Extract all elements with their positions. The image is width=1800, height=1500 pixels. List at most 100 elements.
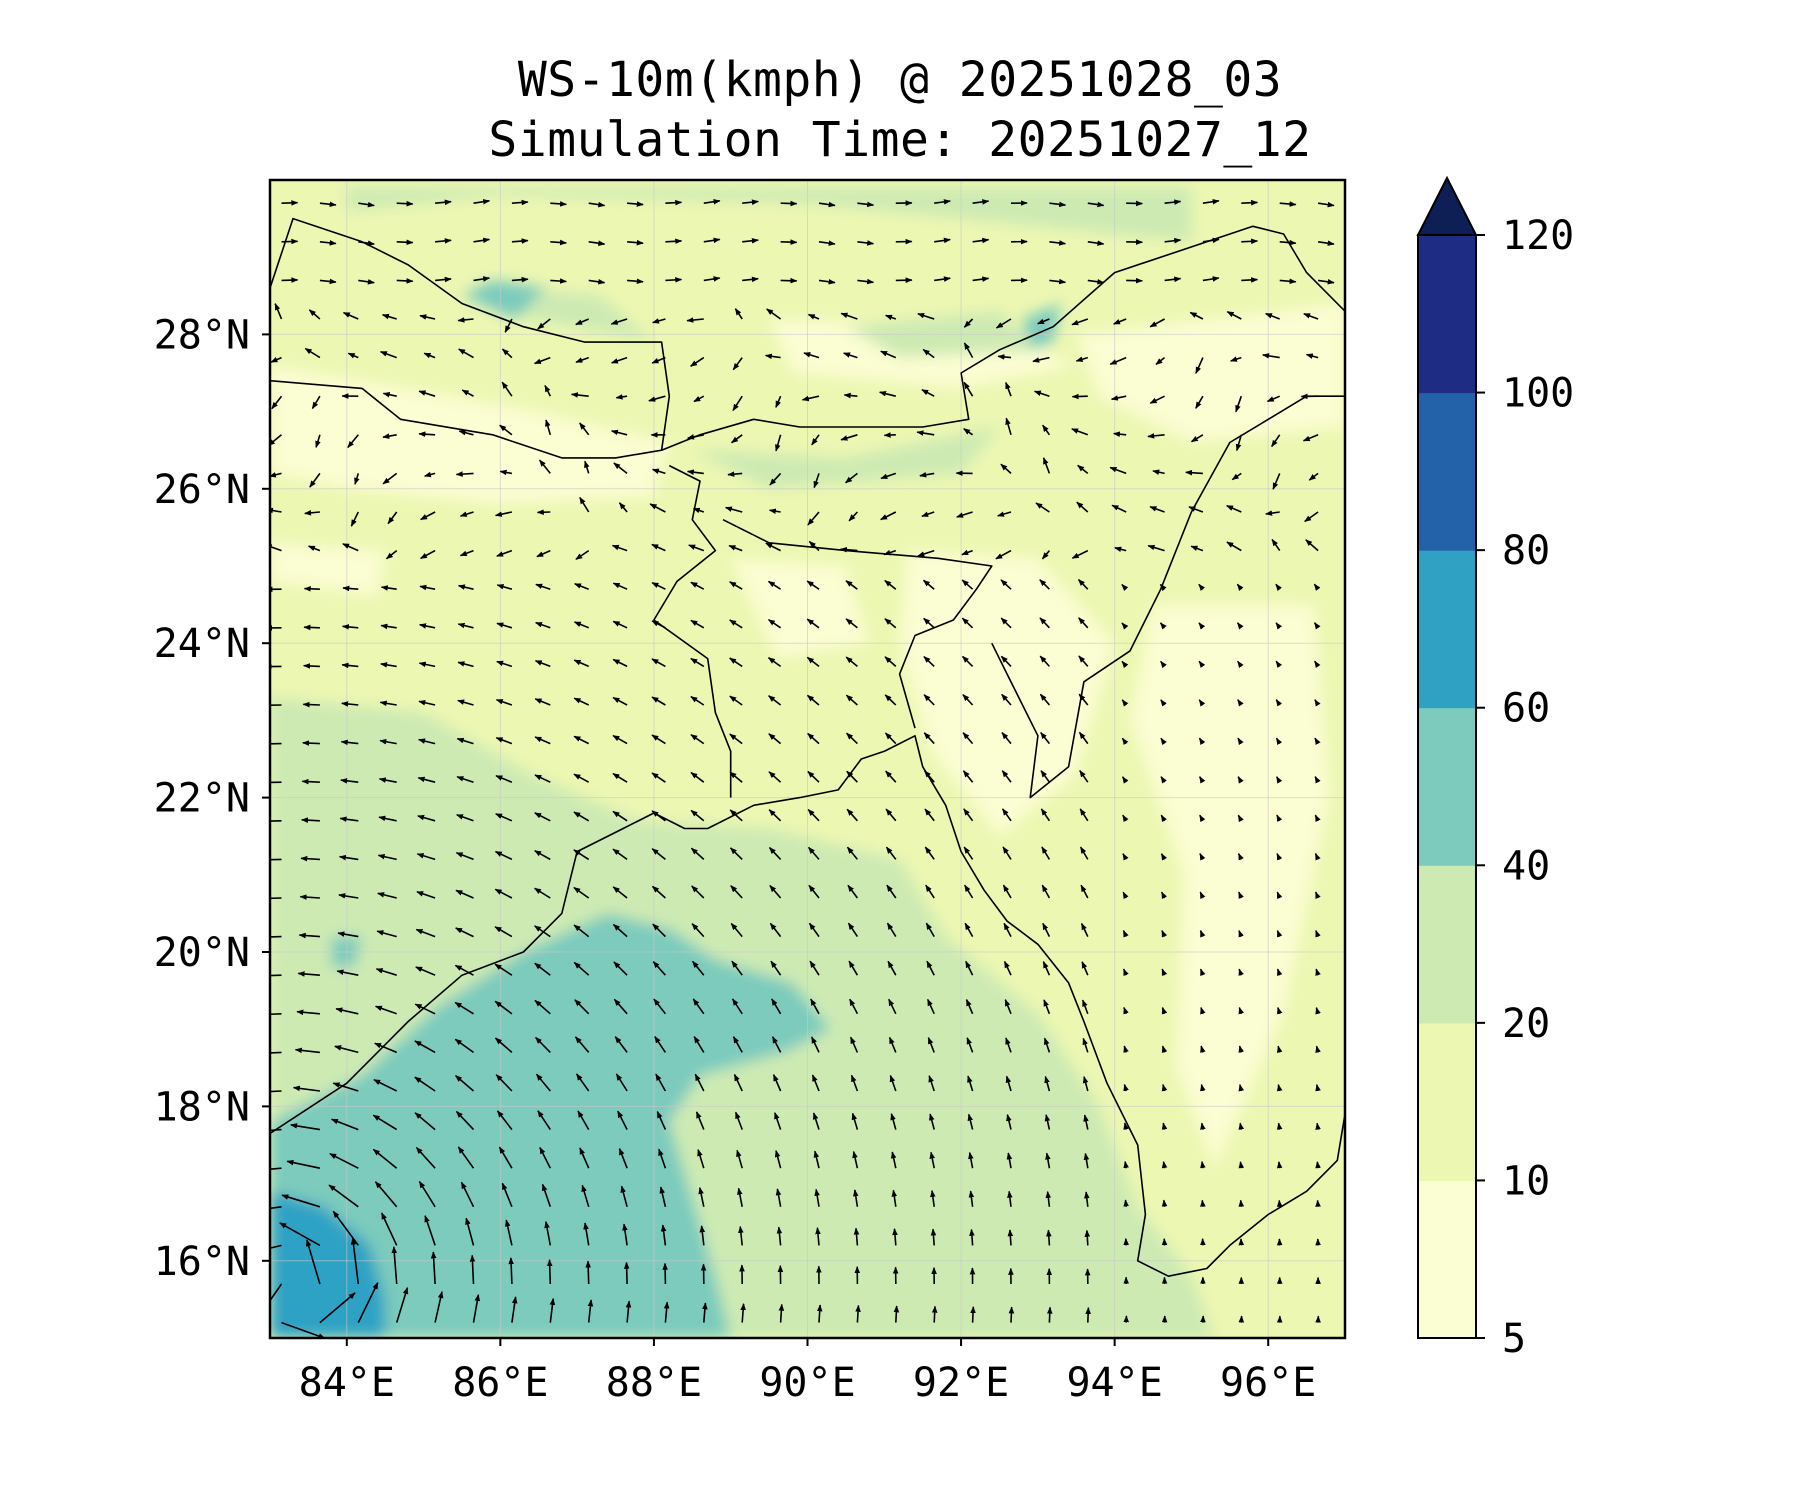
wind-vector-arrow <box>332 1210 359 1246</box>
wind-vector-arrow <box>270 356 282 363</box>
wind-vector-arrow <box>588 279 606 285</box>
colorbar-segment <box>1418 1022 1476 1181</box>
wind-vector-arrow <box>1040 731 1051 745</box>
wind-vector-arrow <box>690 771 705 783</box>
wind-vector-arrow <box>375 968 397 976</box>
wind-vector-arrow <box>579 422 590 436</box>
wind-vector-arrow <box>769 472 782 486</box>
wind-vector-arrow <box>806 694 820 706</box>
wind-vector-arrow <box>579 1147 590 1169</box>
wind-vector-arrow <box>1202 276 1220 282</box>
wind-vector-arrow <box>690 695 705 706</box>
lat-tick-label: 26°N <box>154 467 250 513</box>
wind-vector-arrow <box>732 395 743 412</box>
wind-vector-arrow <box>843 392 858 399</box>
wind-vector-arrow <box>423 352 436 359</box>
wind-vector-arrow <box>270 1167 282 1171</box>
wind-vector-arrow <box>612 696 628 706</box>
wind-vector-arrow <box>414 1003 436 1015</box>
wind-vector-arrow <box>1002 846 1012 860</box>
wind-vector-arrow <box>458 429 474 436</box>
lon-tick-label: 90°E <box>759 1360 855 1406</box>
wind-vector-arrow <box>1035 502 1050 513</box>
wind-vector-arrow <box>659 1186 667 1207</box>
wind-vector-arrow <box>1161 1045 1168 1053</box>
wind-vector-arrow <box>1302 434 1319 442</box>
wind-vector-arrow <box>1237 699 1244 707</box>
wind-vector-arrow <box>922 348 935 359</box>
wind-vector-arrow <box>281 1321 326 1338</box>
wind-vector-arrow <box>686 469 704 475</box>
wind-vector-arrow <box>1121 583 1129 592</box>
wind-vector-arrow <box>1042 457 1051 474</box>
wind-vector-arrow <box>886 884 897 899</box>
wind-vector-arrow <box>1079 846 1089 860</box>
wind-vector-arrow <box>691 960 705 976</box>
wind-vector-arrow <box>1238 1084 1245 1092</box>
wind-vector-arrow <box>1262 353 1280 359</box>
wind-vector-arrow <box>298 932 320 939</box>
wind-vector-arrow <box>1043 999 1051 1015</box>
wind-vector-arrow <box>928 1113 935 1130</box>
lon-tick-label: 84°E <box>299 1360 395 1406</box>
wind-vector-arrow <box>338 854 359 861</box>
wind-vector-arrow <box>534 698 551 706</box>
wind-vector-arrow <box>1226 504 1242 513</box>
wind-vector-arrow <box>880 472 897 480</box>
wind-vector-arrow <box>851 1112 859 1130</box>
wind-vector-arrow <box>648 395 666 402</box>
wind-vector-arrow <box>378 777 397 783</box>
wind-vector-arrow <box>1046 1306 1053 1323</box>
wind-vector-arrow <box>1276 1045 1283 1053</box>
wind-vector-arrow <box>962 694 974 706</box>
wind-vector-arrow <box>612 886 628 899</box>
wind-vector-arrow <box>857 240 875 246</box>
wind-vector-arrow <box>1113 431 1127 437</box>
wind-vector-arrow <box>768 809 782 822</box>
wind-vector-arrow <box>808 922 820 938</box>
wind-vector-arrow <box>1040 808 1051 822</box>
wind-vector-arrow <box>550 201 567 207</box>
wind-vector-arrow <box>374 1042 398 1054</box>
wind-vector-arrow <box>270 1206 282 1210</box>
wind-vector-arrow <box>1039 693 1051 706</box>
wind-vector-arrow <box>926 998 935 1015</box>
wind-vector-arrow <box>997 354 1012 360</box>
wind-vector-arrow <box>768 508 781 514</box>
wind-vector-arrow <box>921 388 935 397</box>
wind-vector-arrow <box>302 701 320 708</box>
band-20-40 <box>346 187 1192 242</box>
wind-vector-arrow <box>1275 583 1282 591</box>
wind-vector-arrow <box>845 656 858 668</box>
wind-vector-arrow <box>340 739 359 746</box>
wind-vector-arrow <box>1271 538 1281 552</box>
wind-vector-arrow <box>765 542 781 552</box>
wind-vector-arrow <box>579 496 590 513</box>
wind-vector-arrow <box>1236 622 1244 630</box>
wind-vector-arrow <box>1276 968 1283 976</box>
wind-vector-arrow <box>418 738 436 745</box>
wind-vector-arrow <box>889 1074 897 1092</box>
wind-vector-arrow <box>1085 1307 1091 1323</box>
colorbar-frame <box>1417 234 1477 1339</box>
wind-vector-arrow <box>358 240 375 246</box>
wind-vector-arrow <box>494 511 513 517</box>
wind-vector-arrow <box>956 511 973 518</box>
wind-vector-arrow <box>886 922 897 938</box>
wind-vector-arrow <box>1121 776 1129 784</box>
wind-vector-arrow <box>769 884 782 899</box>
wind-vector-arrow <box>457 317 474 323</box>
wind-vector-arrow <box>780 277 798 284</box>
wind-vector-arrow <box>270 1051 282 1054</box>
wind-vector-arrow <box>573 659 590 668</box>
wind-vector-arrow <box>1122 968 1129 976</box>
wind-vector-arrow <box>1081 961 1089 976</box>
wind-vector-arrow <box>694 1073 705 1092</box>
wind-vector-arrow <box>511 238 529 244</box>
wind-vector-arrow <box>292 1085 321 1092</box>
wind-vector-arrow <box>807 770 820 783</box>
wind-vector-arrow <box>418 390 436 397</box>
wind-vector-arrow <box>396 278 414 284</box>
wind-vector-arrow <box>342 585 359 592</box>
wind-vector-arrow <box>806 618 820 629</box>
